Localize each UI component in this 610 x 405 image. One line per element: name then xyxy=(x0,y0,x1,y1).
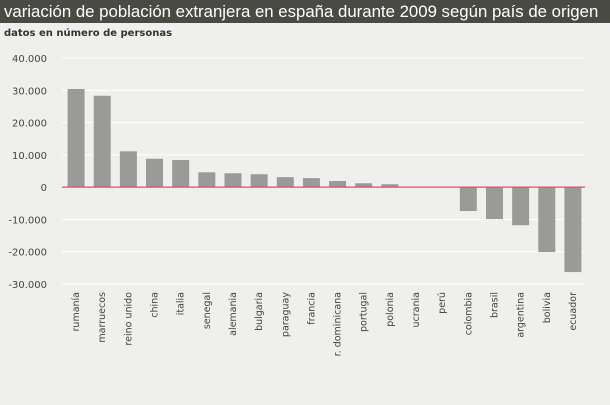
x-category-label: paraguay xyxy=(280,292,291,337)
x-category-label: reino unido xyxy=(123,292,134,346)
bar-bulgaria xyxy=(250,174,268,188)
x-category-label: ucrania xyxy=(411,292,422,327)
bar-colombia xyxy=(459,187,477,212)
y-tick-label: -20.000 xyxy=(8,248,47,259)
bar-r-dominicana xyxy=(329,181,347,188)
bar-polonia xyxy=(381,184,399,188)
x-category-label: r. dominicana xyxy=(333,292,344,356)
y-tick-label: 20.000 xyxy=(12,119,47,130)
chart-subtitle: datos en número de personas xyxy=(4,28,173,39)
bar-francia xyxy=(302,178,320,188)
x-category-label: senegal xyxy=(202,292,213,329)
y-tick-label: 40.000 xyxy=(12,54,47,65)
bar-brasil xyxy=(485,187,503,220)
x-category-label: portugal xyxy=(359,292,370,332)
bar-ruman-a xyxy=(67,88,85,188)
y-tick-label: 0 xyxy=(41,183,47,194)
x-category-label: bolivia xyxy=(542,292,553,323)
x-category-label: alemania xyxy=(228,292,239,336)
bar-portugal xyxy=(355,183,373,188)
bar-italia xyxy=(172,160,190,188)
y-tick-label: 10.000 xyxy=(12,151,47,162)
x-category-label: francia xyxy=(306,292,317,325)
bar-argentina xyxy=(512,187,530,226)
x-category-label: colombia xyxy=(463,292,474,335)
bar-ecuador xyxy=(564,187,582,273)
x-category-label: rumanía xyxy=(71,292,82,331)
x-category-label: china xyxy=(150,292,161,318)
x-category-label: argentina xyxy=(516,292,527,338)
chart-title: variación de población extranjera en esp… xyxy=(0,0,610,23)
x-category-label: ecuador xyxy=(568,292,579,331)
x-category-label: brasil xyxy=(489,292,500,318)
bar-reino-unido xyxy=(119,151,137,188)
bar-china xyxy=(146,158,164,188)
x-category-label: italia xyxy=(176,292,187,315)
bar-senegal xyxy=(198,172,216,188)
bar-marruecos xyxy=(93,95,111,188)
y-tick-label: -30.000 xyxy=(8,280,47,291)
bar-alemania xyxy=(224,173,242,188)
x-category-label: bulgaria xyxy=(254,292,265,331)
y-tick-label: 30.000 xyxy=(12,86,47,97)
bar-bolivia xyxy=(538,187,556,253)
y-tick-label: -10.000 xyxy=(8,215,47,226)
x-category-label: polonia xyxy=(385,292,396,327)
x-category-label: perú xyxy=(437,292,448,314)
x-category-label: marruecos xyxy=(97,292,108,343)
bar-paraguay xyxy=(276,177,294,188)
